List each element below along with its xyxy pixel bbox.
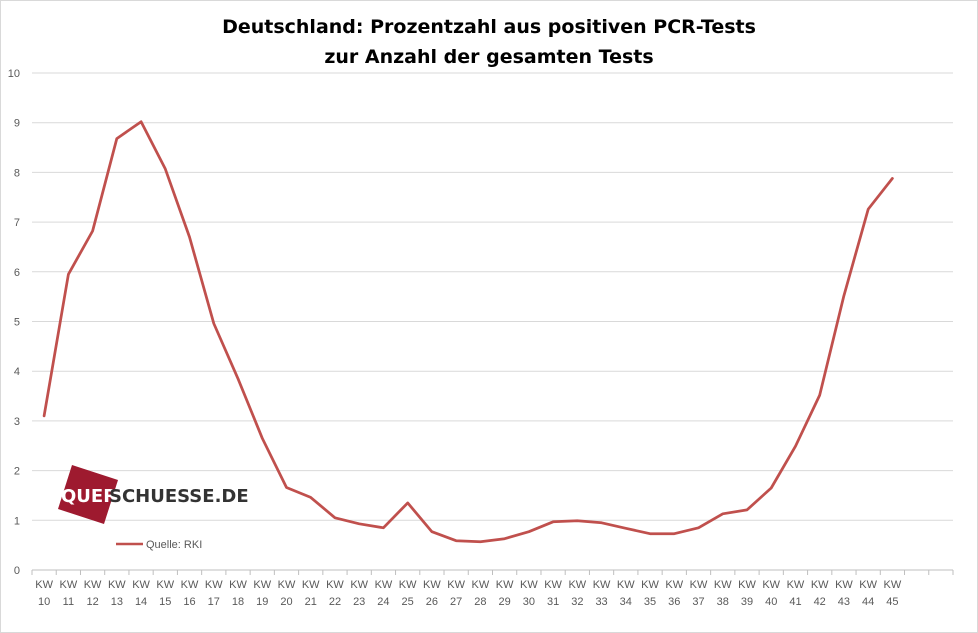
x-tick-label-kw: KW xyxy=(496,579,514,591)
x-tick-label-week: 10 xyxy=(38,596,50,608)
x-tick-label-kw: KW xyxy=(375,579,393,591)
x-tick-label-kw: KW xyxy=(59,579,77,591)
x-tick-label-kw: KW xyxy=(84,579,102,591)
x-tick-label-kw: KW xyxy=(205,579,223,591)
x-tick-label-kw: KW xyxy=(447,579,465,591)
x-tick-label-week: 40 xyxy=(765,596,777,608)
x-tick-label-week: 33 xyxy=(595,596,607,608)
x-tick-label-kw: KW xyxy=(568,579,586,591)
x-tick-label-week: 16 xyxy=(183,596,195,608)
x-tick-label-week: 24 xyxy=(377,596,389,608)
y-tick-label: 5 xyxy=(14,317,20,329)
x-tick-label-week: 45 xyxy=(886,596,898,608)
x-tick-label-kw: KW xyxy=(690,579,708,591)
x-tick-label-kw: KW xyxy=(738,579,756,591)
x-tick-label-kw: KW xyxy=(302,579,320,591)
chart-title-line1: Deutschland: Prozentzahl aus positiven P… xyxy=(222,16,756,38)
x-tick-label-kw: KW xyxy=(544,579,562,591)
x-tick-label-kw: KW xyxy=(132,579,150,591)
x-tick-label-week: 34 xyxy=(620,596,632,608)
y-tick-label: 8 xyxy=(14,167,20,179)
x-tick-label-week: 44 xyxy=(862,596,874,608)
x-tick-label-week: 28 xyxy=(474,596,486,608)
x-tick-label-kw: KW xyxy=(253,579,271,591)
logo-emblem xyxy=(58,465,118,524)
x-tick-label-week: 35 xyxy=(644,596,656,608)
y-tick-label: 10 xyxy=(8,68,20,80)
x-tick-label-kw: KW xyxy=(326,579,344,591)
x-tick-label-kw: KW xyxy=(714,579,732,591)
y-tick-label: 1 xyxy=(14,515,20,527)
x-tick-label-kw: KW xyxy=(472,579,490,591)
x-tick-label-kw: KW xyxy=(617,579,635,591)
x-tick-label-kw: KW xyxy=(665,579,683,591)
x-tick-label-week: 19 xyxy=(256,596,268,608)
x-tick-label-kw: KW xyxy=(641,579,659,591)
x-tick-label-kw: KW xyxy=(156,579,174,591)
y-axis: 0 1 2 3 4 5 6 7 8 9 10 xyxy=(8,68,20,577)
x-tick-label-week: 41 xyxy=(789,596,801,608)
x-tick-label-kw: KW xyxy=(520,579,538,591)
x-tick-label-kw: KW xyxy=(278,579,296,591)
x-tick-label-week: 17 xyxy=(208,596,220,608)
x-tick-label-kw: KW xyxy=(35,579,53,591)
logo-text-quer: QUER xyxy=(61,486,117,507)
x-tick-label-week: 18 xyxy=(232,596,244,608)
x-tick-label-week: 37 xyxy=(692,596,704,608)
x-tick-label-kw: KW xyxy=(787,579,805,591)
querschuesse-logo: QUER SCHUESSE.DE xyxy=(58,465,249,524)
x-tick-label-week: 38 xyxy=(717,596,729,608)
x-tick-label-week: 11 xyxy=(63,596,74,608)
x-tick-label-kw: KW xyxy=(835,579,853,591)
x-tick-label-week: 12 xyxy=(86,596,98,608)
chart-title: Deutschland: Prozentzahl aus positiven P… xyxy=(0,12,978,72)
x-tick-label-week: 14 xyxy=(135,596,147,608)
x-tick-label-kw: KW xyxy=(593,579,611,591)
chart-title-line2: zur Anzahl der gesamten Tests xyxy=(324,46,654,68)
x-tick-label-kw: KW xyxy=(423,579,441,591)
y-tick-label: 9 xyxy=(14,118,20,130)
x-tick-label-kw: KW xyxy=(884,579,902,591)
x-tick-label-week: 13 xyxy=(111,596,123,608)
x-axis: KW 10 KW 11 KW 12 KW 13 KW 14 KW 15 KW 16 KW 17 KW 18 KW 19… xyxy=(31,570,954,608)
x-tick-label-week: 22 xyxy=(329,596,341,608)
series-line-0 xyxy=(42,120,894,544)
x-tick-label-week: 32 xyxy=(571,596,583,608)
gridlines xyxy=(32,72,953,571)
x-tick-label-week: 27 xyxy=(450,596,462,608)
y-tick-label: 2 xyxy=(14,466,20,478)
x-tick-label-week: 42 xyxy=(814,596,826,608)
x-tick-label-week: 15 xyxy=(159,596,171,608)
x-tick-label-week: 23 xyxy=(353,596,365,608)
x-tick-label-week: 31 xyxy=(547,596,559,608)
x-tick-label-week: 25 xyxy=(402,596,414,608)
x-tick-label-kw: KW xyxy=(229,579,247,591)
y-tick-label: 3 xyxy=(14,416,20,428)
x-tick-label-week: 29 xyxy=(498,596,510,608)
series-layer xyxy=(42,120,894,544)
y-tick-label: 0 xyxy=(14,565,20,577)
legend: Quelle: RKI xyxy=(116,539,202,551)
x-tick-label-week: 39 xyxy=(741,596,753,608)
x-tick-label-week: 21 xyxy=(305,596,317,608)
x-tick-label-kw: KW xyxy=(181,579,199,591)
x-tick-label-week: 43 xyxy=(838,596,850,608)
legend-label: Quelle: RKI xyxy=(146,539,202,551)
y-tick-label: 6 xyxy=(14,267,20,279)
x-tick-label-week: 26 xyxy=(426,596,438,608)
x-tick-label-week: 30 xyxy=(523,596,535,608)
logo-text-schuesse: SCHUESSE.DE xyxy=(109,486,249,507)
y-tick-label: 4 xyxy=(14,366,20,378)
x-tick-label-kw: KW xyxy=(350,579,368,591)
x-tick-label-kw: KW xyxy=(811,579,829,591)
x-tick-label-kw: KW xyxy=(762,579,780,591)
x-tick-label-week: 36 xyxy=(668,596,680,608)
x-tick-label-week: 20 xyxy=(280,596,292,608)
x-tick-label-kw: KW xyxy=(859,579,877,591)
x-tick-label-kw: KW xyxy=(108,579,126,591)
y-tick-label: 7 xyxy=(14,217,20,229)
x-tick-label-kw: KW xyxy=(399,579,417,591)
